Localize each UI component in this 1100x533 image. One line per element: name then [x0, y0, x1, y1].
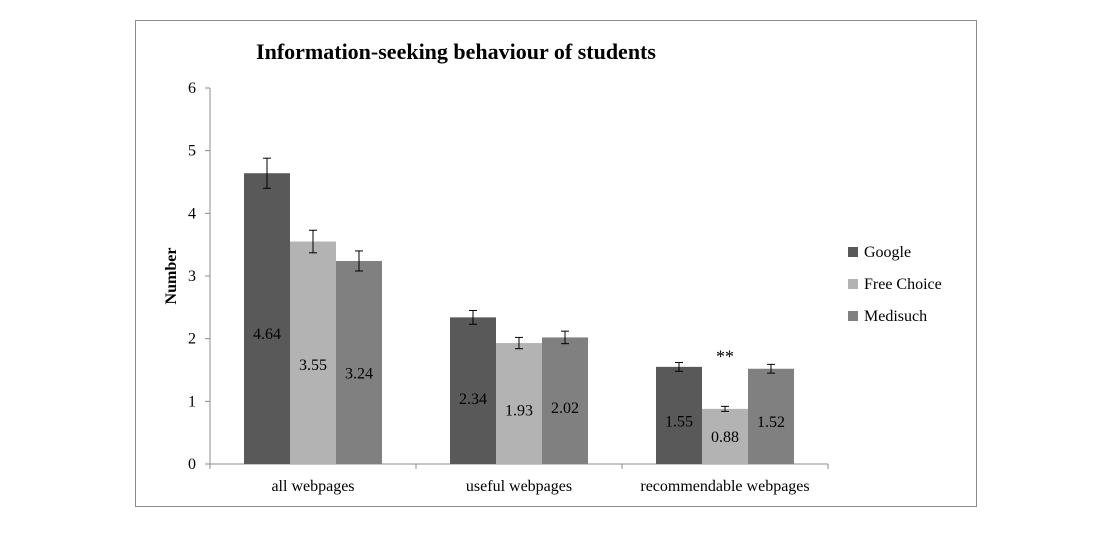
legend-swatch [848, 247, 858, 257]
bar [244, 173, 290, 464]
bar-chart: Information-seeking behaviour of student… [163, 39, 942, 495]
y-tick-label: 3 [188, 268, 196, 285]
bar [450, 317, 496, 464]
legend-label: Google [864, 244, 911, 261]
data-label: 0.88 [711, 429, 739, 446]
x-tick-label: useful webpages [466, 478, 572, 495]
bar [748, 368, 794, 464]
y-axis-label: Number [163, 248, 180, 305]
legend-swatch [848, 279, 858, 289]
y-tick-label: 4 [188, 205, 196, 222]
bar [496, 343, 542, 464]
data-label: 3.24 [345, 366, 373, 383]
legend-label: Medisuch [864, 308, 927, 325]
data-label: 1.93 [505, 403, 533, 420]
bar [542, 337, 588, 464]
x-tick-label: recommendable webpages [640, 478, 809, 495]
y-tick-label: 1 [188, 393, 196, 410]
chart-container: Information-seeking behaviour of student… [135, 20, 977, 507]
legend-swatch [848, 311, 858, 321]
data-label: 2.34 [459, 391, 487, 408]
bar [336, 260, 382, 464]
bar [656, 366, 702, 464]
data-label: 1.52 [757, 414, 785, 431]
legend: Google Free Choice Medisuch [848, 244, 942, 325]
data-label: 2.02 [551, 400, 579, 417]
data-label: 1.55 [665, 413, 693, 430]
significance-annotation: ** [716, 347, 734, 367]
data-label: 3.55 [299, 357, 327, 374]
y-tick-label: 5 [188, 143, 196, 160]
y-tick-label: 2 [188, 331, 196, 348]
plot-area: 0 1 2 3 4 5 6 all webpages useful webpages recomm… [188, 80, 829, 495]
bar [702, 408, 748, 464]
data-label: 4.64 [253, 326, 281, 343]
chart-title: Information-seeking behaviour of student… [256, 39, 656, 64]
y-tick-label: 0 [188, 456, 196, 473]
x-tick-label: all webpages [271, 478, 354, 495]
bar [290, 241, 336, 464]
legend-label: Free Choice [864, 276, 942, 293]
y-tick-label: 6 [188, 80, 196, 97]
